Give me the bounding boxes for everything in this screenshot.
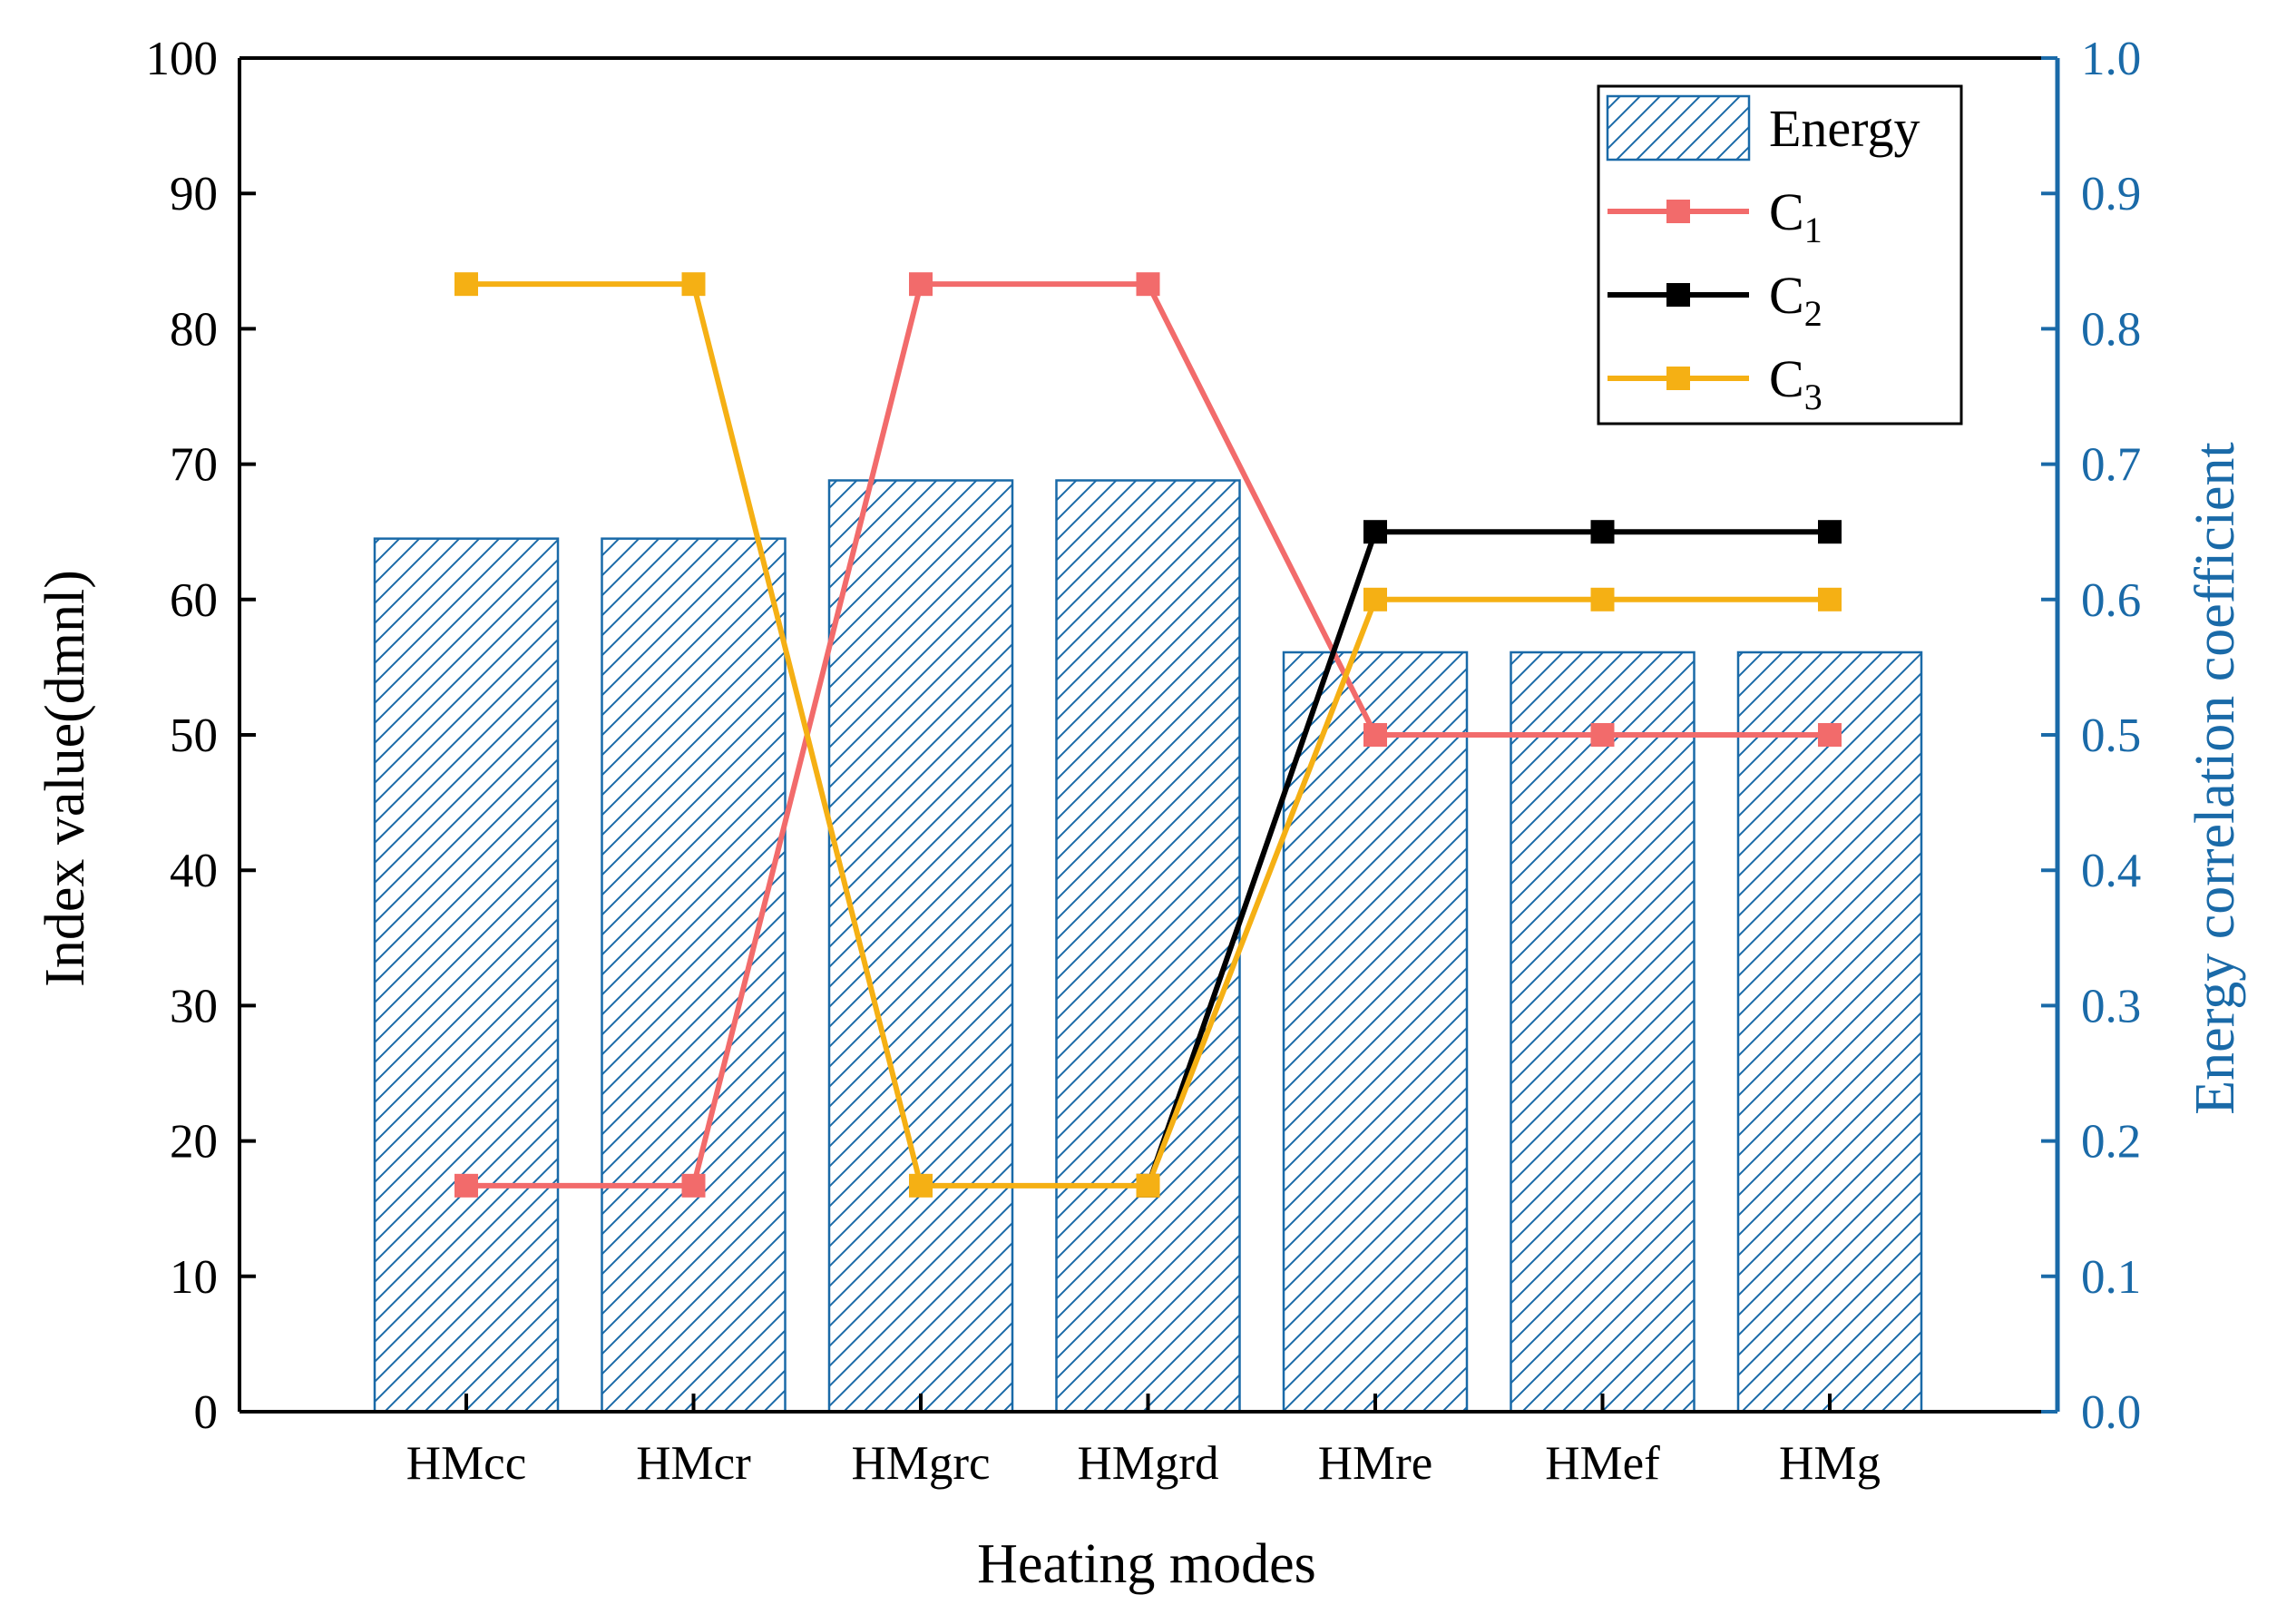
y-axis-title: Index value(dmnl) — [34, 570, 96, 987]
point-c1-hmcr — [681, 1173, 706, 1198]
series-lines — [454, 272, 1842, 1198]
legend-marker-c3 — [1666, 367, 1690, 390]
point-c3-hmef — [1590, 587, 1615, 611]
y2-axis-title: Energy correlation coefficient — [2184, 442, 2246, 1114]
energy-bar-hmcc — [373, 537, 560, 1414]
legend-marker-c2 — [1666, 283, 1690, 307]
y-tick-label: 90 — [170, 168, 218, 220]
x-tick-label-hmg: HMg — [1779, 1437, 1881, 1490]
legend-label-c2: C2 — [1769, 266, 1823, 334]
y2-tick-label: 0.9 — [2081, 168, 2141, 220]
y2-tick-label: 0.5 — [2081, 709, 2141, 762]
legend-label-c3: C3 — [1769, 349, 1823, 417]
y2-tick-label: 0.2 — [2081, 1116, 2141, 1169]
y-tick-label: 100 — [146, 33, 219, 85]
y-tick-label: 60 — [170, 574, 218, 627]
y2-tick-label: 1.0 — [2081, 33, 2141, 85]
y-tick-label: 20 — [170, 1116, 218, 1169]
point-c1-hmre — [1363, 723, 1387, 747]
legend-subscript-c2: 2 — [1804, 293, 1823, 334]
energy-bar-hmgrd — [1055, 479, 1241, 1414]
energy-bar-hmcr — [601, 537, 787, 1414]
legend-swatch-energy — [1606, 94, 1751, 161]
point-c2-hmef — [1590, 520, 1615, 544]
point-c1-hmcc — [454, 1173, 478, 1198]
point-c3-hmg — [1818, 587, 1842, 611]
energy-bar-hmgrc — [827, 479, 1014, 1414]
x-tick-label-hmcc: HMcc — [406, 1437, 526, 1490]
energy-bar-hmg — [1736, 651, 1923, 1414]
legend-marker-c1 — [1666, 200, 1690, 223]
axes: 0 10 20 30 40 50 60 70 80 90 100 0.0 0.1 0.2 0.3 0.4 0.5… — [146, 33, 2142, 1490]
point-c1-hmef — [1590, 723, 1615, 747]
point-c3-hmgrd — [1136, 1173, 1160, 1198]
y-tick-label: 50 — [170, 709, 218, 762]
y2-tick-label: 0.4 — [2081, 845, 2141, 897]
energy-bar-hmre — [1282, 651, 1469, 1414]
x-axis-title: Heating modes — [977, 1533, 1316, 1595]
point-c1-hmgrc — [909, 272, 933, 297]
x-tick-label-hmgrd: HMgrd — [1077, 1437, 1218, 1490]
y2-tick-label: 0.7 — [2081, 439, 2141, 492]
x-tick-label-hmgrc: HMgrc — [851, 1437, 990, 1490]
point-c1-hmgrd — [1136, 272, 1160, 297]
x-tick-label-hmre: HMre — [1318, 1437, 1433, 1490]
point-c3-hmgrc — [909, 1173, 933, 1198]
point-c3-hmcr — [681, 272, 706, 297]
legend-label-energy: Energy — [1769, 99, 1920, 158]
legend-subscript-c3: 3 — [1804, 377, 1823, 417]
point-c3-hmcc — [454, 272, 478, 297]
legend-label-c1: C1 — [1769, 182, 1823, 250]
x-tick-label-hmef: HMef — [1545, 1437, 1660, 1490]
y2-tick-label: 0.1 — [2081, 1251, 2141, 1304]
y-tick-label: 40 — [170, 845, 218, 897]
y-tick-label: 30 — [170, 980, 218, 1032]
y-tick-label: 0 — [194, 1386, 219, 1439]
point-c3-hmre — [1363, 587, 1387, 611]
y2-tick-label: 0.0 — [2081, 1386, 2141, 1439]
x-tick-label-hmcr: HMcr — [636, 1437, 751, 1490]
legend-subscript-c1: 1 — [1804, 210, 1823, 250]
y2-tick-label: 0.6 — [2081, 574, 2141, 627]
energy-bar-hmef — [1510, 651, 1696, 1414]
series-line-c2 — [1145, 529, 1830, 1187]
point-c1-hmg — [1818, 723, 1842, 747]
y-tick-label: 80 — [170, 303, 218, 356]
y2-tick-label: 0.8 — [2081, 303, 2141, 356]
legend: Energy C1 C2 C3 — [1597, 84, 1963, 426]
energy-bars — [373, 479, 1923, 1414]
y-tick-label: 10 — [170, 1251, 218, 1304]
point-c2-hmre — [1363, 520, 1387, 544]
point-c2-hmg — [1818, 520, 1842, 544]
y2-tick-label: 0.3 — [2081, 980, 2141, 1032]
y-tick-label: 70 — [170, 439, 218, 492]
